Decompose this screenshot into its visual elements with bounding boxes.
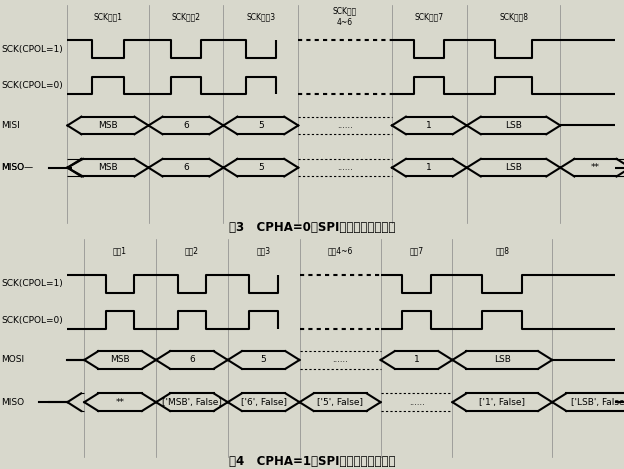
Text: **: **	[115, 398, 125, 407]
Text: 6: 6	[183, 163, 189, 172]
Text: SCK(CPOL=0): SCK(CPOL=0)	[1, 316, 63, 325]
Text: MISI: MISI	[1, 121, 20, 130]
Text: MSB: MSB	[110, 356, 130, 364]
Text: SCK(CPOL=1): SCK(CPOL=1)	[1, 279, 63, 288]
Text: 周期7: 周期7	[409, 246, 424, 256]
Text: ......: ......	[337, 163, 353, 172]
Text: MISO: MISO	[1, 163, 24, 172]
Text: SCK(CPOL=1): SCK(CPOL=1)	[1, 45, 63, 54]
Text: 周期1: 周期1	[113, 246, 127, 256]
Text: 6: 6	[189, 356, 195, 364]
Text: LSB: LSB	[505, 163, 522, 172]
Text: ['1', False]: ['1', False]	[479, 398, 525, 407]
Text: 6: 6	[183, 121, 189, 130]
Text: ......: ......	[332, 356, 348, 364]
Text: ......: ......	[409, 398, 424, 407]
Text: SCK周期3: SCK周期3	[246, 12, 275, 21]
Text: 周期4~6: 周期4~6	[328, 246, 353, 256]
Text: 1: 1	[426, 163, 432, 172]
Text: SCK周期1: SCK周期1	[94, 12, 122, 21]
Text: 4~6: 4~6	[337, 18, 353, 27]
Text: SCK周期7: SCK周期7	[415, 12, 444, 21]
Text: 周期3: 周期3	[256, 246, 271, 256]
Text: LSB: LSB	[494, 356, 511, 364]
Text: SCK周期2: SCK周期2	[172, 12, 200, 21]
Text: SCK周期8: SCK周期8	[499, 12, 528, 21]
Text: 1: 1	[426, 121, 432, 130]
Text: 图4   CPHA=1时SPI总线数据传输时序: 图4 CPHA=1时SPI总线数据传输时序	[229, 455, 395, 469]
Text: SCK(CPOL=0): SCK(CPOL=0)	[1, 81, 63, 90]
Text: SCK周期: SCK周期	[333, 6, 357, 15]
Text: MSB: MSB	[98, 163, 118, 172]
Text: ['6', False]: ['6', False]	[241, 398, 286, 407]
Text: ['LSB', False]: ['LSB', False]	[571, 398, 624, 407]
Text: 5: 5	[258, 163, 264, 172]
Text: 周期2: 周期2	[185, 246, 199, 256]
Text: ......: ......	[337, 121, 353, 130]
Text: **: **	[591, 163, 600, 172]
Text: MISO—: MISO—	[1, 163, 33, 172]
Text: 5: 5	[261, 356, 266, 364]
Text: MISO: MISO	[1, 398, 24, 407]
Text: MSB: MSB	[98, 121, 118, 130]
Text: MOSI: MOSI	[1, 356, 24, 364]
Text: 图3   CPHA=0时SPI总线数据传输时序: 图3 CPHA=0时SPI总线数据传输时序	[229, 221, 395, 234]
Text: 5: 5	[258, 121, 264, 130]
Text: 周期8: 周期8	[495, 246, 509, 256]
Text: ['MSB', False]: ['MSB', False]	[162, 398, 222, 407]
Text: LSB: LSB	[505, 121, 522, 130]
Text: 1: 1	[414, 356, 419, 364]
Text: ['5', False]: ['5', False]	[317, 398, 363, 407]
